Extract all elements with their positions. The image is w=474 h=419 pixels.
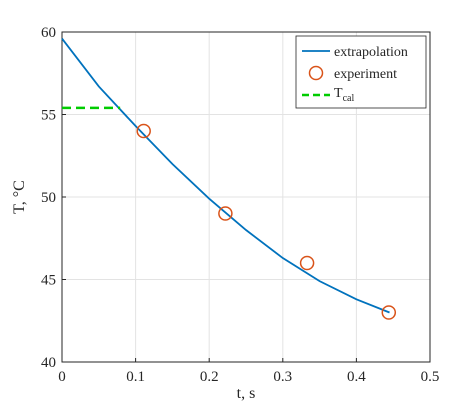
x-axis-label: t, s [237, 385, 256, 402]
experiment-point [218, 206, 233, 221]
experiment-point [381, 305, 397, 320]
ticks: 0 0.1 0.2 0.3 0.4 0.5 40 45 50 55 60 [41, 25, 439, 385]
legend-label-tcal-main: T [334, 86, 343, 101]
x-tick-label: 0.2 [200, 369, 219, 385]
y-axis-label: T, °C [11, 180, 28, 214]
y-tick-label: 55 [41, 108, 56, 124]
experiment-point [299, 255, 315, 271]
x-tick-label: 0.5 [421, 369, 440, 385]
legend-label-extrapolation: extrapolation [334, 45, 408, 60]
experiment-point [136, 123, 151, 139]
x-tick-label: 0.1 [126, 369, 145, 385]
series [61, 38, 397, 320]
y-tick-label: 45 [41, 273, 56, 289]
y-tick-label: 40 [41, 355, 56, 371]
x-tick-label: 0 [58, 369, 66, 385]
x-tick-label: 0.4 [347, 369, 366, 385]
legend-label-tcal-subscript: cal [343, 93, 355, 104]
legend: extrapolation experiment Tcal [295, 35, 427, 109]
legend-label-tcal: Tcal [334, 86, 354, 104]
legend-swatch-experiment [308, 65, 324, 81]
extrapolation-line [61, 38, 390, 314]
legend-label-experiment: experiment [334, 67, 397, 82]
y-tick-label: 60 [41, 25, 56, 41]
y-tick-label: 50 [41, 190, 56, 206]
x-tick-label: 0.3 [273, 369, 292, 385]
